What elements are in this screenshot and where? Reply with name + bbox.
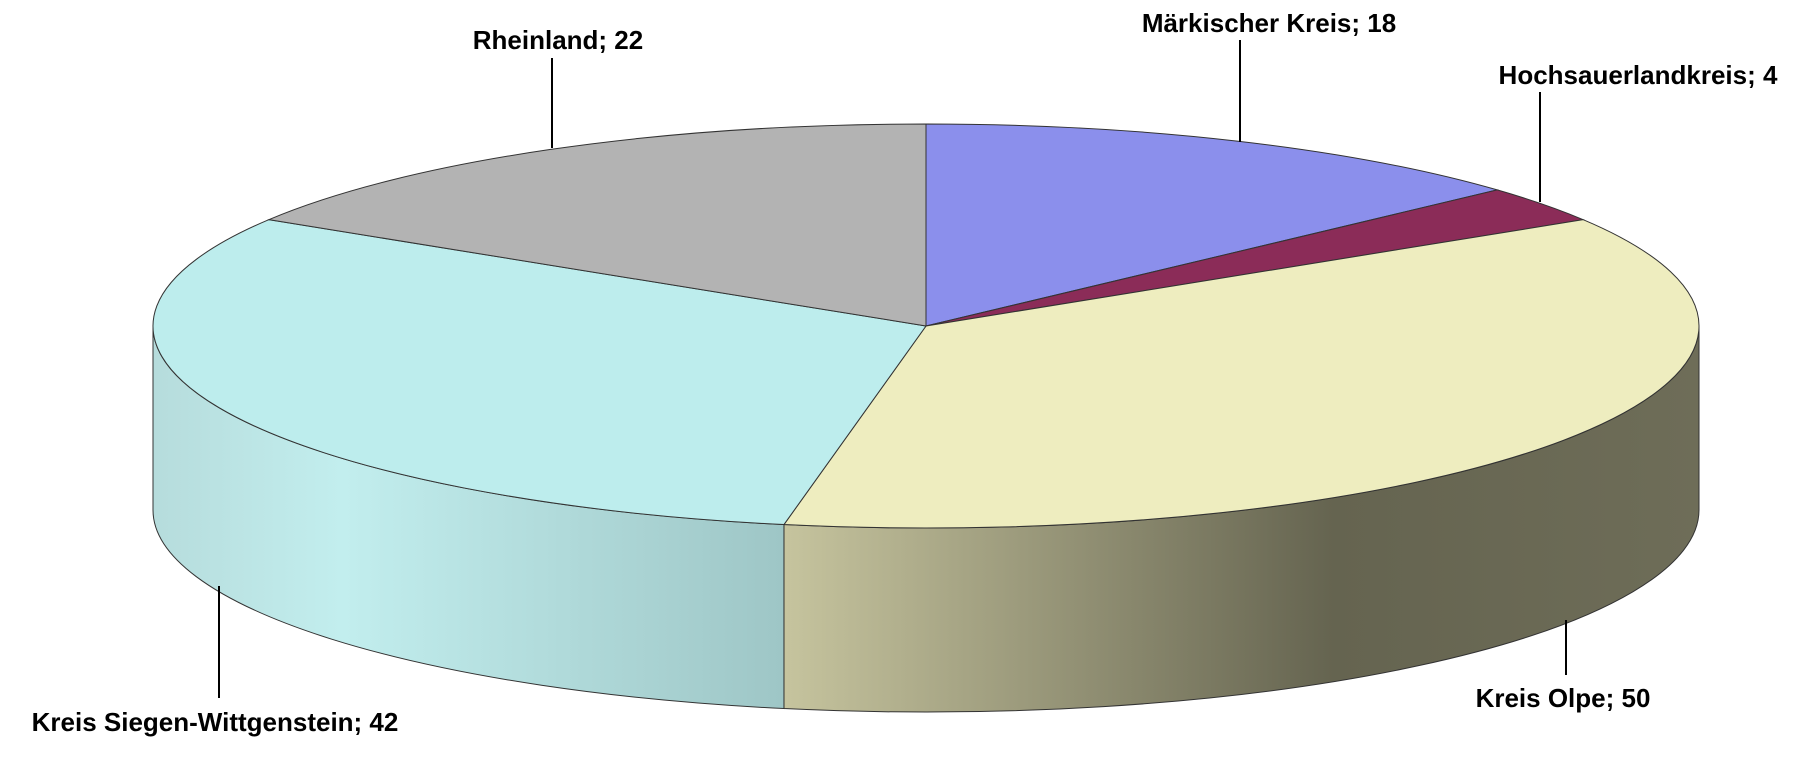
slice: Rheinland [266, 123, 927, 327]
slice: Märkischer Kreis [925, 123, 1500, 327]
data-label: Kreis Olpe; 50 [1475, 683, 1651, 713]
data-label: Kreis Siegen-Wittgenstein; 42 [31, 707, 399, 737]
data-label: Hochsauerlandkreis; 4 [1498, 60, 1778, 90]
slice: Kreis Olpe [783, 219, 1700, 529]
data-label: Märkischer Kreis; 18 [1141, 8, 1397, 38]
data-label: Rheinland; 22 [472, 25, 644, 55]
slice: Kreis Siegen-Wittgenstein [152, 219, 927, 526]
